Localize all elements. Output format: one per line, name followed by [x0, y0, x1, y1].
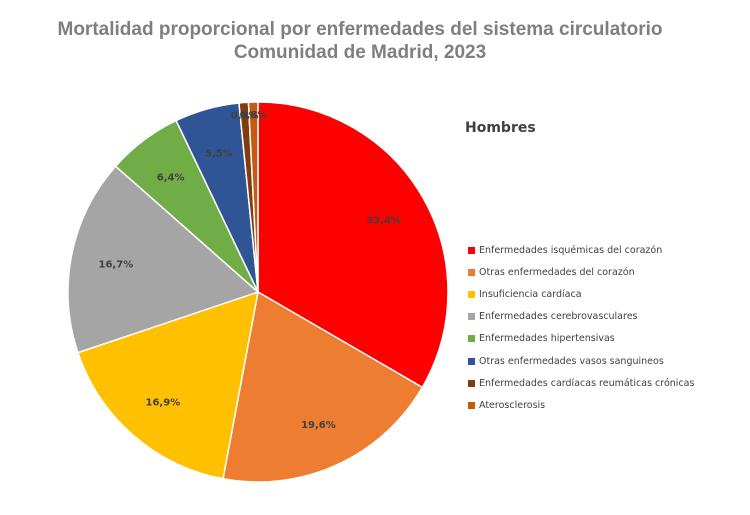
legend-item-5: Enfermedades hipertensivas: [468, 328, 694, 350]
legend-item-1: Enfermedades isquémicas del corazón: [468, 239, 694, 261]
legend-label: Enfermedades hipertensivas: [479, 333, 615, 345]
slice-data-label-2: 19,6%: [301, 420, 336, 431]
pie-slice-3: [76, 290, 259, 480]
legend-item-2: Otras enfermedades del corazón: [468, 261, 694, 283]
slice-data-label-4: 16,7%: [99, 259, 134, 270]
legend-swatch: [468, 401, 475, 409]
slice-data-label-7: 0,8%: [231, 111, 259, 122]
legend-label: Enfermedades cardíacas reumáticas crónic…: [479, 377, 695, 389]
chart-title-line2: Comunidad de Madrid, 2023: [233, 42, 487, 63]
slice-data-label-8: 0,8%: [240, 110, 268, 121]
legend-label: Otras enfermedades del corazón: [479, 266, 635, 278]
legend-swatch: [468, 246, 475, 254]
legend-item-8: Aterosclerosis: [468, 394, 694, 416]
legend-label: Enfermedades isquémicas del corazón: [479, 244, 663, 256]
legend-item-7: Enfermedades cardíacas reumáticas crónic…: [468, 372, 694, 394]
legend-swatch: [468, 357, 475, 365]
legend-swatch: [468, 290, 475, 298]
chart-title-line1: Mortalidad proporcional por enfermedades…: [57, 19, 663, 40]
slice-data-label-3: 16,9%: [146, 397, 181, 408]
legend-item-4: Enfermedades cerebrovasculares: [468, 306, 694, 328]
legend-swatch: [468, 379, 475, 387]
legend-label: Insuficiencia cardíaca: [479, 288, 582, 300]
slice-data-label-6: 5,5%: [205, 148, 233, 159]
legend: Enfermedades isquémicas del corazón Otras…: [468, 239, 694, 417]
legend-item-3: Insuficiencia cardíaca: [468, 283, 694, 305]
pie-slice-2: [222, 290, 424, 483]
legend-label: Enfermedades cerebrovasculares: [479, 311, 638, 323]
legend-swatch: [468, 268, 475, 276]
legend-swatch: [468, 335, 475, 343]
legend-label: Otras enfermedades vasos sanguineos: [479, 355, 664, 367]
chart-subtitle: Hombres: [465, 120, 536, 136]
legend-swatch: [468, 313, 475, 321]
pie-slice-4: [67, 165, 260, 354]
legend-label: Aterosclerosis: [479, 399, 546, 411]
slice-data-label-5: 6,4%: [157, 172, 185, 183]
slice-data-label-1: 33,4%: [366, 216, 401, 227]
pie-slice-8: [247, 101, 259, 293]
pie-slice-1: [257, 101, 449, 389]
legend-item-6: Otras enfermedades vasos sanguineos: [468, 350, 694, 372]
